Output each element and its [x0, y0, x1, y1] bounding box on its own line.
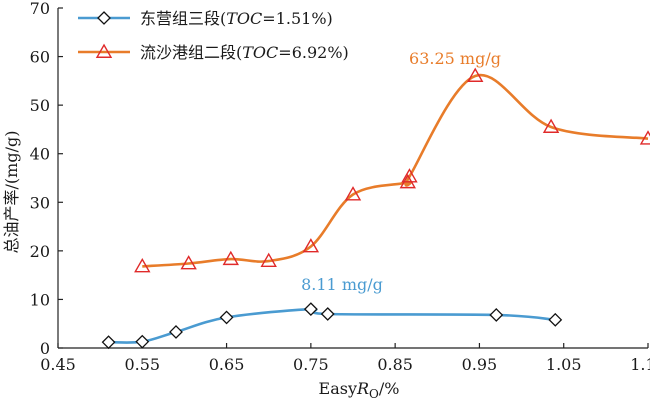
legend-marker-1: [97, 11, 111, 25]
y-tick-label: 40: [30, 145, 50, 164]
y-tick-label: 60: [30, 48, 50, 67]
series-2-point: [639, 130, 650, 145]
series-1-point: [548, 312, 563, 327]
series-2-point: [134, 257, 151, 273]
x-tick-label: 0.65: [209, 355, 245, 374]
series-2-point: [180, 255, 197, 270]
series-2-point: [467, 67, 484, 82]
y-tick-label: 20: [30, 242, 50, 261]
legend-marker-2: [95, 43, 113, 58]
legend-label-1: 东营组三段(TOC=1.51%): [140, 9, 333, 28]
series-1-point: [219, 310, 234, 325]
x-tick-label: 0.45: [40, 355, 76, 374]
legend-label-2: 流沙港组二段(TOC=6.92%): [140, 43, 349, 62]
series-1-point: [489, 308, 504, 322]
y-tick-label: 10: [30, 290, 50, 309]
y-tick-label: 0: [40, 339, 50, 358]
series-line-2: [142, 73, 649, 268]
x-tick-label: 0.95: [462, 355, 498, 374]
y-tick-label: 30: [30, 193, 50, 212]
x-tick-label: 0.55: [124, 355, 160, 374]
x-tick-label: 1.15: [630, 355, 650, 374]
x-tick-label: 1.05: [546, 355, 582, 374]
y-tick-label: 50: [30, 96, 50, 115]
x-tick-label: 0.85: [377, 355, 413, 374]
series-1-point: [135, 334, 150, 349]
series-1-point: [101, 335, 116, 350]
y-tick-label: 70: [30, 0, 50, 18]
annotation-label: 63.25 mg/g: [409, 49, 501, 68]
y-axis-title: 总油产率/(mg/g): [2, 131, 21, 254]
series-2-point: [401, 168, 418, 183]
series-2-point: [344, 186, 362, 201]
series-2-point: [542, 118, 560, 133]
series-2-point: [260, 252, 277, 268]
annotation-label: 8.11 mg/g: [301, 275, 383, 294]
series-1-point: [303, 302, 318, 317]
series-1-point: [320, 307, 335, 321]
x-axis-title: EasyRO/%: [319, 379, 400, 401]
series-2-point: [302, 238, 320, 253]
series-line-1: [108, 307, 556, 344]
series-2-point: [222, 250, 239, 266]
series-1-point: [169, 325, 183, 339]
x-tick-label: 0.75: [293, 355, 329, 374]
